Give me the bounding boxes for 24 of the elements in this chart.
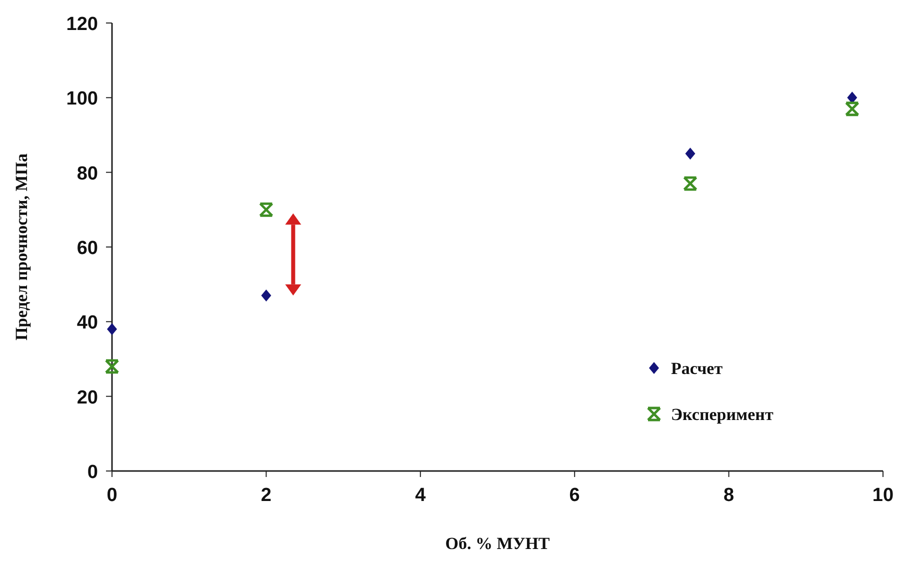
- y-tick-label: 40: [76, 312, 98, 334]
- x-tick-label: 4: [415, 485, 426, 506]
- legend-label: Эксперимент: [671, 405, 774, 424]
- y-tick-label: 20: [76, 387, 98, 408]
- x-tick-label: 2: [260, 485, 272, 506]
- x-tick-label: 8: [724, 485, 734, 506]
- point: [844, 102, 860, 116]
- x-tick-label: 6: [569, 485, 580, 506]
- y-tick-label: 80: [76, 163, 98, 184]
- point: [104, 359, 120, 374]
- point: [685, 148, 696, 160]
- y-tick-label: 120: [66, 14, 98, 35]
- y-axis-title: Предел прочности, МПа: [12, 152, 31, 341]
- point: [683, 176, 698, 191]
- x-axis-title: Об. % МУНТ: [445, 534, 550, 553]
- point: [107, 323, 117, 336]
- legend-label: Расчет: [671, 359, 724, 378]
- point: [259, 202, 274, 217]
- y-tick-label: 60: [76, 238, 98, 259]
- y-tick-label: 100: [66, 88, 98, 110]
- point: [261, 290, 272, 302]
- x-tick-label: 10: [872, 485, 894, 506]
- x-tick-label: 0: [106, 485, 118, 506]
- y-tick-label: 0: [87, 462, 98, 483]
